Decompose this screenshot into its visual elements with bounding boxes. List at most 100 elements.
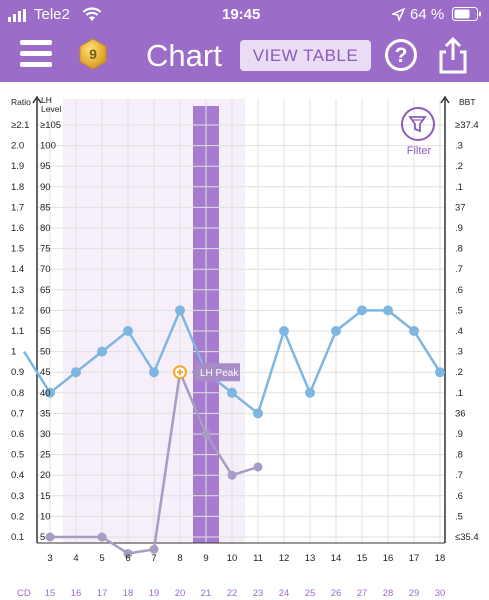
filter-label: Filter — [406, 145, 432, 157]
lh-tick-label: 10 — [40, 511, 51, 522]
ratio-tick-label: 1.7 — [11, 202, 24, 213]
filter-button[interactable]: Filter — [401, 107, 437, 157]
lh-tick-label: 75 — [40, 244, 51, 255]
bbt-tick-label: .7 — [455, 264, 463, 275]
bbt-tick-label: .8 — [455, 244, 463, 255]
ratio-tick-label: 1.5 — [11, 244, 24, 255]
bbt-tick-label: .3 — [455, 347, 463, 358]
lh-tick-label: 25 — [40, 450, 51, 461]
ratio-tick-label: 1.2 — [11, 305, 24, 316]
cycle-day-label: 24 — [279, 588, 290, 599]
cycle-day-label: 22 — [227, 588, 238, 599]
lh-peak-label: LH Peak — [200, 368, 239, 379]
bbt-point[interactable] — [175, 305, 185, 316]
cycle-chart[interactable]: LH Peak ≥2.1 ≥105 ≥37.42.0 100.31.9 95.21.8 9… — [0, 82, 489, 600]
lh-tick-label: 20 — [40, 470, 51, 481]
bbt-point[interactable] — [435, 367, 445, 378]
lh-tick-label: 55 — [40, 326, 51, 337]
lh-tick-label: 15 — [40, 491, 51, 502]
help-button[interactable]: ? — [385, 39, 417, 71]
lh-point[interactable] — [227, 470, 237, 480]
lh-point[interactable] — [123, 548, 133, 558]
ratio-tick-label: 0.9 — [11, 367, 24, 378]
bbt-point[interactable] — [331, 326, 341, 336]
bbt-tick-label: 37 — [455, 202, 466, 213]
signal-icon — [8, 9, 26, 22]
clock: 19:45 — [222, 6, 261, 23]
day-tick-label: 16 — [383, 553, 394, 564]
day-tick-label: 8 — [177, 553, 182, 564]
bbt-point[interactable] — [71, 367, 81, 378]
lh-tick-label: 80 — [40, 223, 51, 234]
day-tick-label: 6 — [125, 553, 130, 564]
top-app-bar: 9 Chart VIEW TABLE ? — [0, 30, 489, 82]
badge-shape — [79, 38, 107, 70]
lh-tick-label: 85 — [40, 202, 51, 213]
bbt-point[interactable] — [149, 367, 159, 378]
ratio-tick-label: 2.0 — [11, 141, 24, 152]
ratio-tick-label: 1.3 — [11, 285, 24, 296]
bbt-point[interactable] — [97, 346, 107, 357]
lh-point[interactable] — [45, 532, 55, 542]
cycle-day-label: 26 — [331, 588, 342, 599]
hamburger-icon[interactable] — [20, 40, 52, 70]
day-tick-label: 15 — [357, 553, 368, 564]
lh-tick-label: 5 — [40, 532, 45, 543]
cycle-day-label: 19 — [149, 588, 160, 599]
day-tick-label: 17 — [409, 553, 420, 564]
lh-peak-callout — [192, 363, 240, 382]
lh-tick-label: 90 — [40, 182, 51, 193]
cycle-day-label: 20 — [175, 588, 186, 599]
ratio-tick-label: 1 — [11, 347, 16, 358]
bbt-point[interactable] — [253, 408, 263, 419]
lh-point[interactable] — [253, 462, 263, 472]
lh-tick-label: 70 — [40, 264, 51, 275]
share-icon[interactable] — [437, 36, 469, 74]
lh-point[interactable] — [97, 532, 107, 542]
ratio-tick-label: 0.8 — [11, 388, 24, 399]
day-tick-label: 3 — [47, 553, 52, 564]
bbt-point[interactable] — [45, 387, 55, 398]
ratio-tick-label: 0.3 — [11, 491, 24, 502]
lh-tick-label: 40 — [40, 388, 51, 399]
bbt-point[interactable] — [123, 326, 133, 336]
cycle-day-label: 15 — [45, 588, 56, 599]
bbt-point[interactable] — [279, 326, 289, 336]
ratio-tick-label: 1.8 — [11, 182, 24, 193]
ratio-tick-label: 0.1 — [11, 532, 24, 543]
lh-tick-label: 35 — [40, 408, 51, 419]
bbt-point[interactable] — [227, 387, 237, 398]
plus-icon — [177, 369, 183, 376]
wifi-icon — [82, 7, 102, 21]
lh-point[interactable] — [149, 544, 159, 554]
bbt-tick-label: ≤35.4 — [455, 532, 479, 543]
ratio-axis-title: Ratio — [11, 97, 31, 107]
cycle-day-label: 18 — [123, 588, 134, 599]
bbt-point[interactable] — [409, 326, 419, 336]
bbt-point[interactable] — [305, 387, 315, 398]
lh-tick-label: 45 — [40, 367, 51, 378]
battery-icon — [452, 7, 481, 21]
day-tick-label: 7 — [151, 553, 156, 564]
ratio-tick-label: ≥2.1 — [11, 120, 29, 131]
bbt-point[interactable] — [357, 305, 367, 316]
cycle-day-label: 30 — [435, 588, 446, 599]
lh-tick-label: ≥105 — [40, 120, 61, 131]
view-table-button[interactable]: VIEW TABLE — [240, 40, 371, 71]
bbt-point[interactable] — [383, 305, 393, 316]
lh-axis-title: LH — [41, 95, 52, 105]
ratio-tick-label: 0.4 — [11, 470, 24, 481]
ratio-tick-label: 1.6 — [11, 223, 24, 234]
lh-tick-label: 60 — [40, 305, 51, 316]
badge-number: 9 — [89, 46, 97, 62]
cd-axis-title: CD — [17, 588, 31, 599]
bbt-tick-label: .8 — [455, 450, 463, 461]
level-badge[interactable]: 9 — [78, 38, 108, 70]
bbt-axis-title: BBT — [459, 97, 476, 107]
ratio-tick-label: 0.2 — [11, 511, 24, 522]
left-axis-arrow — [32, 95, 42, 104]
page-title: Chart — [146, 38, 222, 73]
lh-point[interactable] — [201, 429, 211, 439]
lh-tick-label: 95 — [40, 161, 51, 172]
status-bar: Tele2 19:45 64 % — [0, 0, 489, 30]
